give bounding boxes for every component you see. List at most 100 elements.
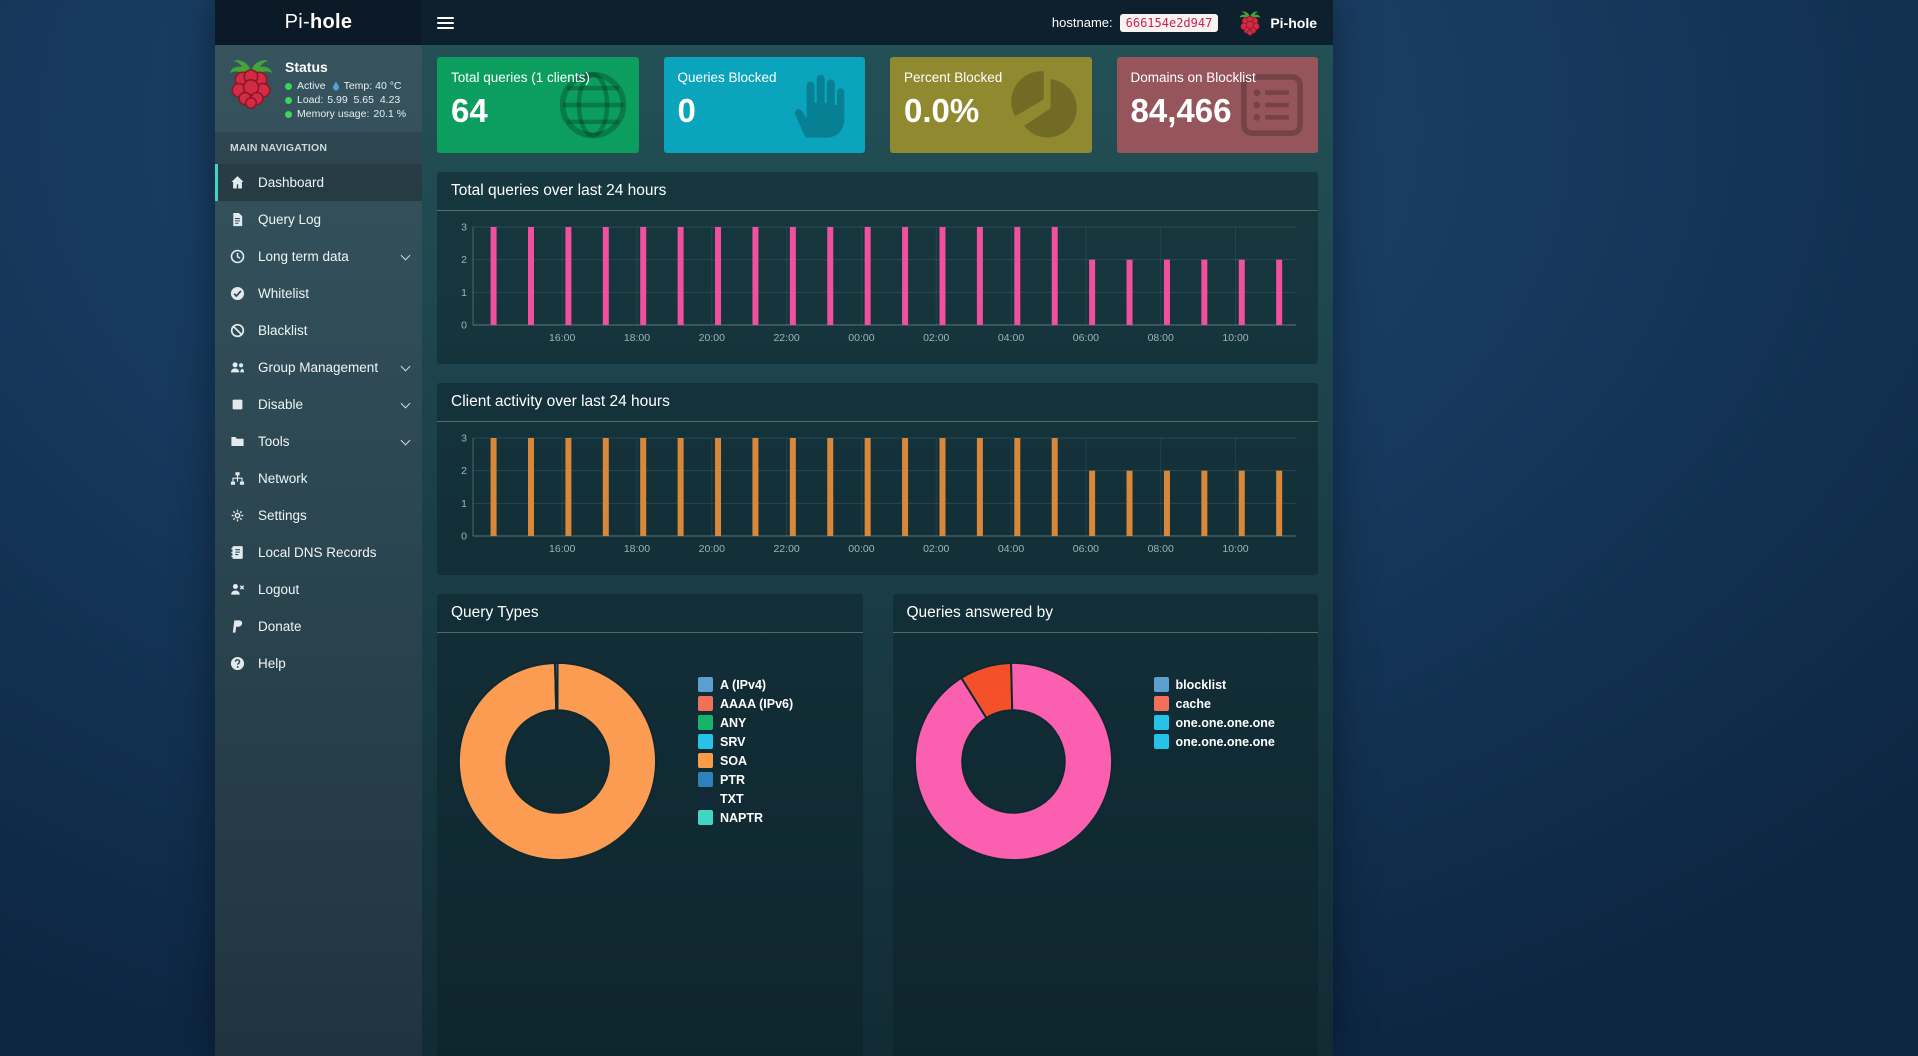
stat-card-total-queries-1-clients: Total queries (1 clients) 64 bbox=[437, 57, 639, 153]
temperature-icon bbox=[331, 80, 341, 92]
folder-icon bbox=[230, 434, 250, 449]
sidebar-item-label: Blacklist bbox=[258, 323, 308, 338]
sidebar-item-label: Donate bbox=[258, 619, 302, 634]
sidebar-item-label: Long term data bbox=[258, 249, 349, 264]
total-queries-chart: 0 1 2 3 16:00 18:00 20:00 22:00 00:00 02:00 04:00 0… bbox=[461, 222, 1296, 344]
hand-icon bbox=[783, 69, 855, 141]
legend-label: AAAA (IPv6) bbox=[720, 696, 794, 711]
queries-answered-donut bbox=[913, 661, 1113, 862]
stat-card-title: Queries Blocked bbox=[677, 70, 777, 85]
sidebar-item-local-dns-records[interactable]: Local DNS Records bbox=[215, 534, 422, 571]
stat-cards: Total queries (1 clients) 64 Queries Block… bbox=[437, 57, 1318, 153]
sidebar-item-label: Settings bbox=[258, 508, 307, 523]
legend-item: A (IPv4) bbox=[698, 677, 793, 692]
status-ok-dot bbox=[285, 82, 292, 90]
svg-text:3: 3 bbox=[461, 433, 467, 445]
sidebar-section-header: MAIN NAVIGATION bbox=[215, 132, 422, 164]
chevron-down-icon bbox=[400, 250, 411, 260]
clock-icon bbox=[230, 249, 250, 264]
legend-color-chip bbox=[698, 810, 713, 825]
raspberry-logo-icon bbox=[1238, 10, 1262, 36]
sidebar-item-label: Local DNS Records bbox=[258, 545, 377, 560]
legend-item: one.one.one.one bbox=[1153, 715, 1275, 730]
svg-text:08:00: 08:00 bbox=[1148, 332, 1174, 344]
queries-answered-legend: blocklist cache one.one.one.one one.one.one… bbox=[1153, 677, 1275, 864]
sidebar-item-label: Logout bbox=[258, 582, 300, 597]
sidebar-item-group-management[interactable]: Group Management bbox=[215, 349, 422, 386]
user-times-icon bbox=[230, 582, 250, 597]
svg-text:1: 1 bbox=[461, 287, 467, 299]
svg-text:04:00: 04:00 bbox=[998, 332, 1024, 344]
chevron-down-icon bbox=[400, 435, 411, 445]
legend-item: blocklist bbox=[1153, 677, 1275, 692]
sidebar-item-whitelist[interactable]: Whitelist bbox=[215, 275, 422, 312]
stat-card-title: Percent Blocked bbox=[904, 70, 1003, 85]
pihole-app: Pi-hole hostname: 666154e2d947 Pi-hole bbox=[215, 0, 1333, 1056]
svg-text:00:00: 00:00 bbox=[848, 543, 874, 555]
panel-title: Query Types bbox=[451, 604, 539, 621]
legend-color-chip bbox=[1153, 696, 1169, 711]
legend-label: SRV bbox=[720, 734, 746, 749]
stat-card-percent-blocked: Percent Blocked 0.0% bbox=[890, 57, 1092, 153]
brand-bold: hole bbox=[310, 11, 353, 33]
stop-icon bbox=[230, 397, 250, 412]
legend-item: SRV bbox=[698, 734, 793, 749]
sidebar-item-help[interactable]: Help bbox=[215, 645, 422, 682]
status-row: Active Temp: 40 °C bbox=[285, 80, 406, 92]
stat-card-title: Total queries (1 clients) bbox=[451, 70, 590, 85]
sidebar-item-label: Help bbox=[258, 656, 286, 671]
legend-label: one.one.one.one bbox=[1175, 734, 1275, 749]
status-label: Memory usage: bbox=[297, 108, 370, 120]
sidebar-item-network[interactable]: Network bbox=[215, 460, 422, 497]
query-types-donut bbox=[457, 661, 657, 861]
sidebar-item-tools[interactable]: Tools bbox=[215, 423, 422, 460]
svg-text:20:00: 20:00 bbox=[699, 332, 725, 344]
sidebar-item-disable[interactable]: Disable bbox=[215, 386, 422, 423]
check-circle-icon bbox=[230, 286, 250, 301]
legend-item: cache bbox=[1153, 696, 1275, 711]
top-navbar: Pi-hole hostname: 666154e2d947 Pi-hole bbox=[215, 0, 1333, 45]
sidebar-item-settings[interactable]: Settings bbox=[215, 497, 422, 534]
sidebar-item-logout[interactable]: Logout bbox=[215, 571, 422, 608]
brand-link[interactable]: Pi-hole bbox=[215, 0, 422, 45]
pie-icon bbox=[1010, 69, 1082, 141]
legend-item: ANY bbox=[698, 715, 793, 730]
legend-label: A (IPv4) bbox=[720, 677, 767, 692]
sidebar-item-donate[interactable]: Donate bbox=[215, 608, 422, 645]
stat-card-value: 0 bbox=[677, 92, 696, 129]
status-ok-dot bbox=[285, 96, 292, 104]
sidebar-toggle-button[interactable] bbox=[422, 0, 468, 45]
address-book-icon bbox=[230, 545, 250, 560]
svg-text:22:00: 22:00 bbox=[773, 543, 799, 555]
legend-item: AAAA (IPv6) bbox=[698, 696, 793, 711]
raspberry-logo-large-icon bbox=[227, 57, 275, 122]
sidebar-item-long-term-data[interactable]: Long term data bbox=[215, 238, 422, 275]
stat-card-value: 84,466 bbox=[1130, 92, 1232, 129]
pihole-home-link[interactable]: Pi-hole bbox=[1270, 14, 1317, 31]
panel-title: Total queries over last 24 hours bbox=[451, 182, 667, 199]
svg-text:22:00: 22:00 bbox=[773, 332, 799, 344]
legend-label: TXT bbox=[720, 791, 744, 806]
globe-icon bbox=[557, 69, 629, 141]
hostname-label: hostname: bbox=[1051, 15, 1113, 30]
svg-text:10:00: 10:00 bbox=[1222, 543, 1248, 555]
svg-text:2: 2 bbox=[461, 465, 467, 477]
svg-text:2: 2 bbox=[461, 254, 467, 266]
status-label: Active bbox=[297, 80, 326, 92]
network-icon bbox=[230, 471, 250, 486]
query-types-legend: A (IPv4) AAAA (IPv6) ANY SRV SOA PTR TXT NAPTR bbox=[698, 677, 793, 864]
legend-label: one.one.one.one bbox=[1175, 715, 1275, 730]
sidebar-item-query-log[interactable]: Query Log bbox=[215, 201, 422, 238]
stat-card-domains-on-blocklist: Domains on Blocklist 84,466 bbox=[1116, 57, 1318, 153]
legend-color-chip bbox=[698, 696, 713, 711]
svg-text:04:00: 04:00 bbox=[998, 543, 1024, 555]
home-icon bbox=[230, 175, 250, 190]
chevron-down-icon bbox=[400, 361, 411, 371]
panel-title: Queries answered by bbox=[906, 604, 1053, 621]
sidebar-item-dashboard[interactable]: Dashboard bbox=[215, 164, 422, 201]
status-row: Memory usage: 20.1 % bbox=[285, 108, 406, 120]
status-ok-dot bbox=[285, 110, 292, 118]
sidebar-item-blacklist[interactable]: Blacklist bbox=[215, 312, 422, 349]
status-title: Status bbox=[285, 59, 328, 75]
legend-label: NAPTR bbox=[720, 810, 764, 825]
